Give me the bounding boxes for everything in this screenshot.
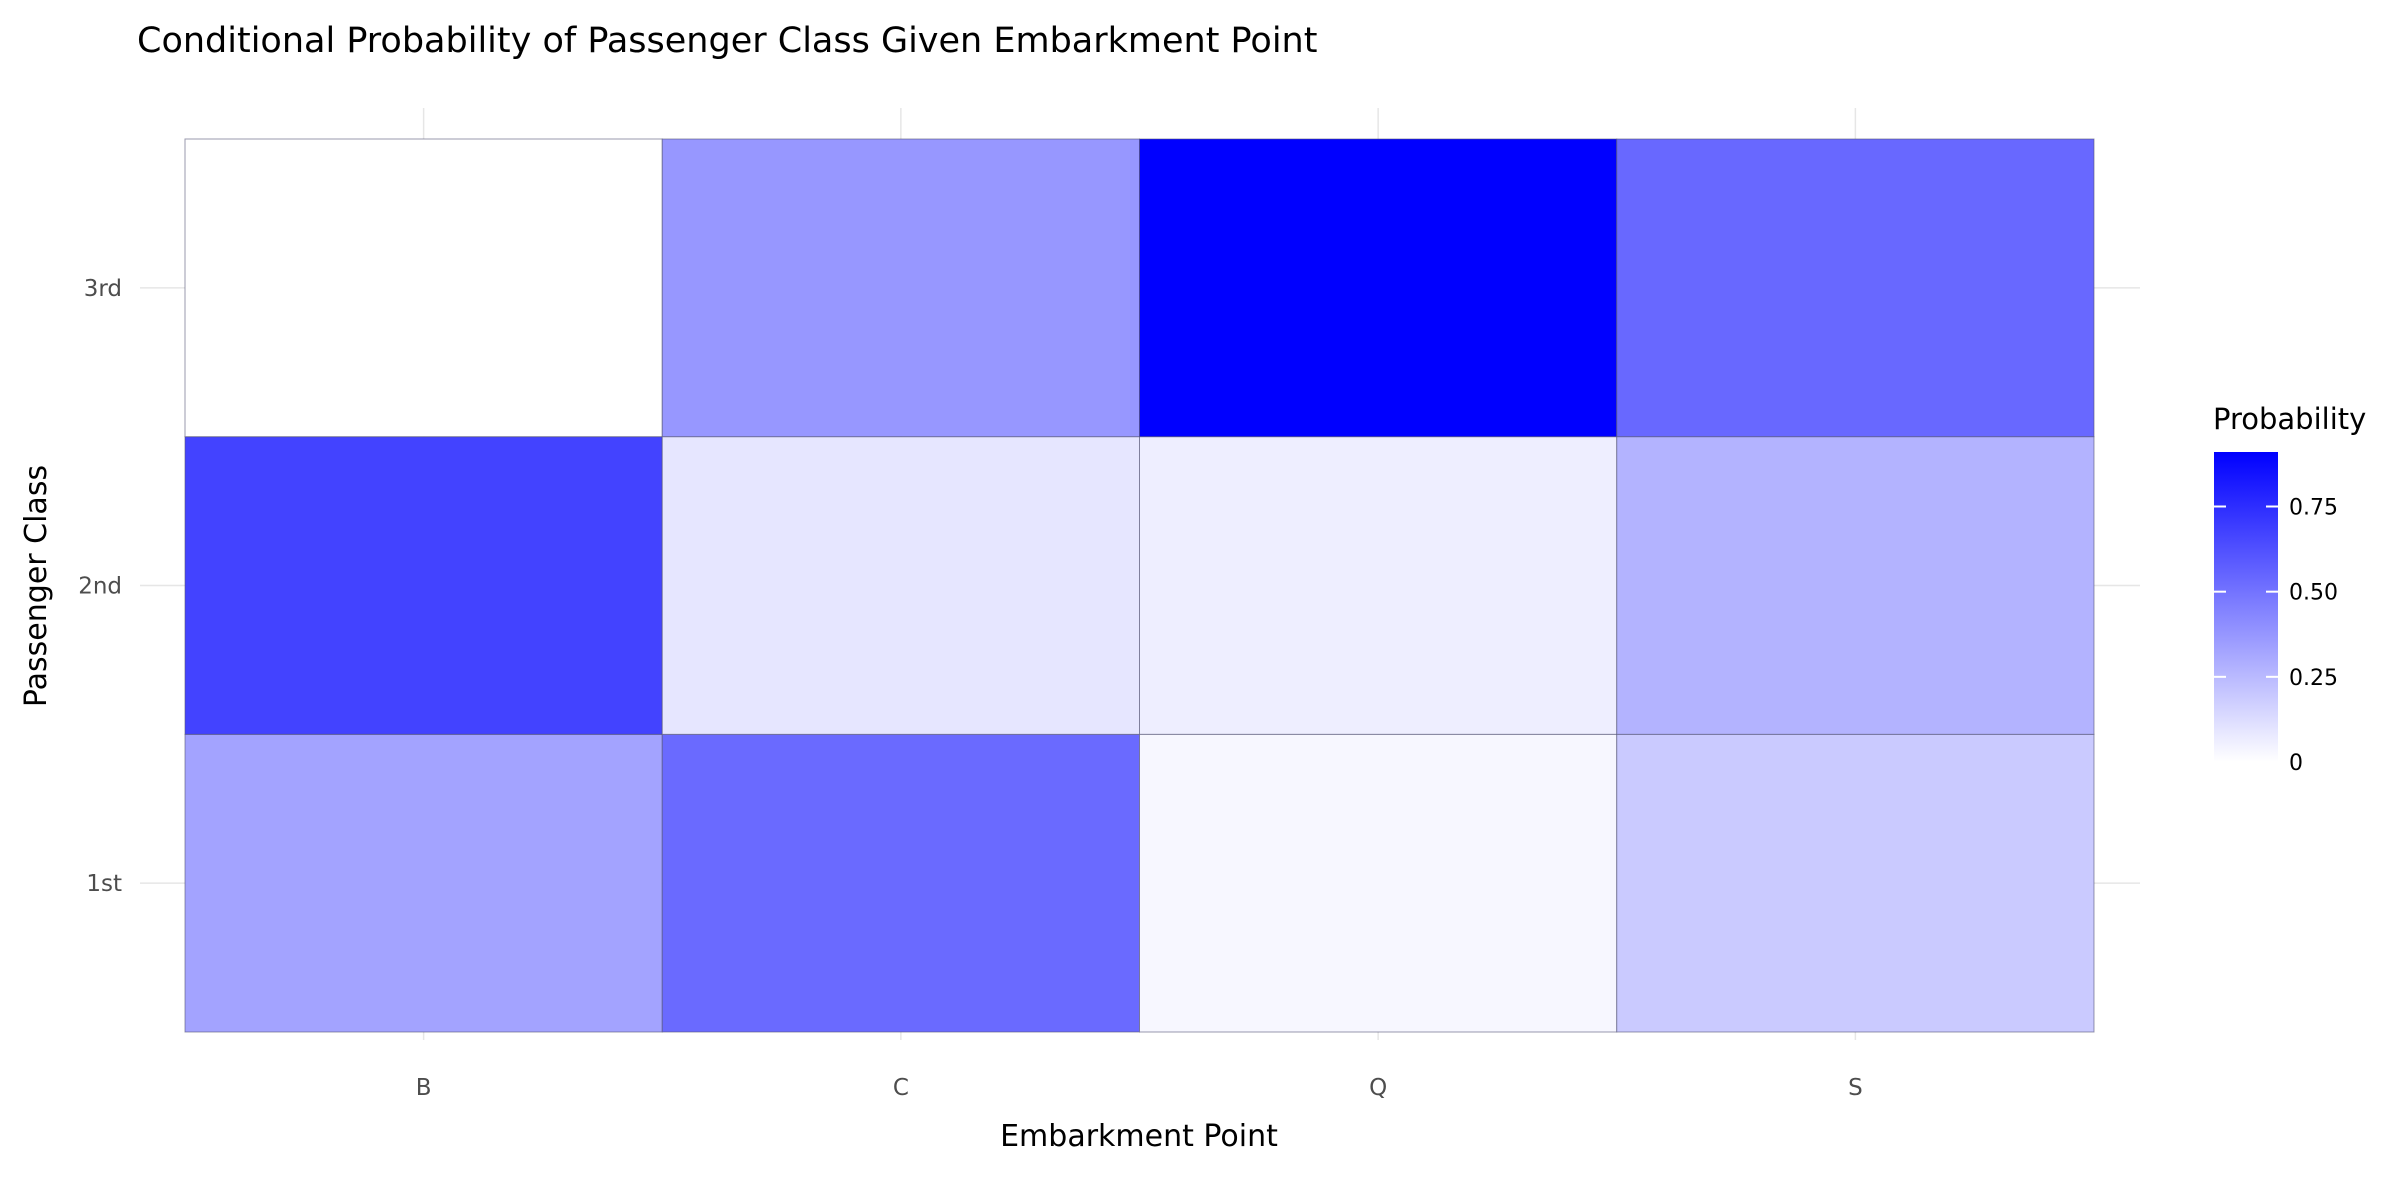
heatmap-cell-b-3rd: [184, 138, 663, 438]
chart-title: Conditional Probability of Passenger Cla…: [137, 21, 1317, 61]
heatmap-cell-b-1st: [184, 733, 663, 1033]
legend-color-bar: [2214, 452, 2278, 762]
heatmap-cell-s-1st: [1616, 733, 2095, 1033]
y-tick-label: 2nd: [78, 574, 122, 600]
heatmap-cell-s-3rd: [1616, 138, 2095, 438]
heatmap-cell-q-3rd: [1139, 138, 1618, 438]
color-legend: Probability 0 0.25 0.50 0.75: [2213, 402, 2366, 776]
y-axis-title: Passenger Class: [19, 465, 54, 707]
tile-layer: [184, 138, 2095, 1033]
x-tick-label: S: [1848, 1075, 1863, 1101]
y-tick-label: 1st: [86, 871, 122, 897]
x-tick-label: Q: [1369, 1075, 1387, 1101]
legend-tick-label: 0.50: [2289, 581, 2338, 606]
heatmap-cell-q-1st: [1139, 733, 1618, 1033]
y-tick-label: 3rd: [84, 276, 122, 302]
heatmap-cell-b-2nd: [184, 436, 663, 735]
x-axis-title: Embarkment Point: [1000, 1119, 1278, 1154]
heatmap-cell-s-2nd: [1616, 436, 2095, 735]
x-tick-label: B: [416, 1075, 432, 1101]
legend-tick-label: 0.25: [2289, 666, 2338, 691]
heatmap-cell-c-2nd: [661, 436, 1140, 735]
legend-title: Probability: [2213, 402, 2366, 436]
legend-tick-label: 0: [2289, 751, 2303, 776]
heatmap-cell-c-1st: [661, 733, 1140, 1033]
x-tick-label: C: [893, 1075, 909, 1101]
y-axis: 1st 2nd 3rd: [78, 276, 122, 897]
heatmap-cell-c-3rd: [661, 138, 1140, 438]
legend-ticks: 0 0.25 0.50 0.75: [2214, 496, 2338, 776]
heatmap-cell-q-2nd: [1139, 436, 1618, 735]
legend-tick-label: 0.75: [2289, 496, 2338, 521]
